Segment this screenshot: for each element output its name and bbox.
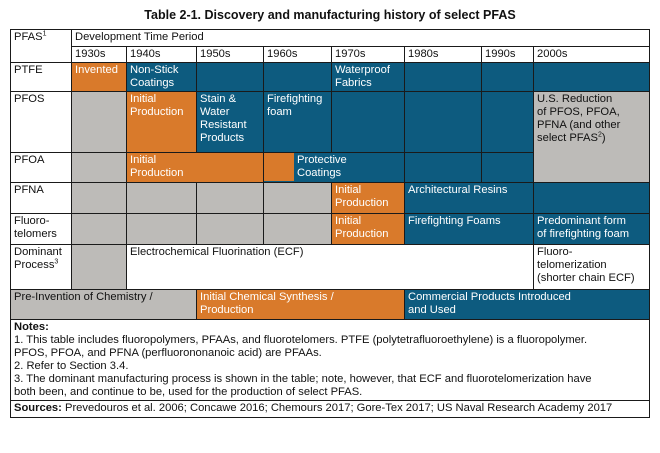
ptfe-1940s-nonstick: Non-Stick Coatings — [126, 62, 197, 92]
pfas-header-cell: PFAS1 — [10, 29, 72, 63]
ptfe-1970s-waterproof: Waterproof Fabrics — [331, 62, 405, 92]
pfos-1970s — [331, 91, 405, 153]
dominant-2000s-telomerization: Fluoro- telomerization (shorter chain EC… — [532, 244, 651, 290]
pfna-2000s — [532, 182, 651, 214]
decade-1940s: 1940s — [126, 46, 197, 63]
pfna-architectural: Architectural Resins — [404, 182, 534, 214]
us-reduction-suffix: ) — [601, 132, 606, 144]
decade-1950s: 1950s — [196, 46, 264, 63]
pfoa-1940s-initial: Initial Production — [126, 152, 264, 183]
pfos-1980s — [404, 91, 482, 153]
ptfe-1990s — [481, 62, 534, 92]
pfna-1930s — [71, 182, 127, 214]
sources-cell: Sources: Prevedouros et al. 2006; Concaw… — [9, 400, 651, 418]
pfas-header-label: PFAS — [14, 31, 43, 43]
pfos-1940s-initial: Initial Production — [126, 91, 197, 153]
sources-label: Sources: — [14, 402, 62, 414]
sources-text: Prevedouros et al. 2006; Concawe 2016; C… — [61, 402, 613, 414]
row-label-dominant: Dominant Process3 — [10, 244, 72, 290]
legend-initial-synthesis: Initial Chemical Synthesis / Production — [196, 289, 405, 320]
row-label-pfos: PFOS — [10, 91, 72, 153]
pfos-1950s-stain: Stain & Water Resistant Products — [196, 91, 264, 153]
ft-1930s — [71, 213, 127, 245]
ptfe-1950s — [196, 62, 264, 92]
decade-1990s: 1990s — [481, 46, 534, 63]
ft-1940s — [126, 213, 197, 245]
ft-1970s-initial: Initial Production — [331, 213, 405, 245]
row-label-fluorotelomers: Fluoro- telomers — [10, 213, 72, 245]
ft-1960s — [263, 213, 332, 245]
notes-heading: Notes: — [14, 321, 49, 333]
pfna-1970s-initial: Initial Production — [331, 182, 405, 214]
pfoa-protective: Protective Coatings — [263, 152, 405, 183]
pfoa-1980s — [404, 152, 482, 183]
pfoa-protective-label: Protective Coatings — [297, 154, 347, 179]
note-3: 3. The dominant manufacturing process is… — [14, 373, 592, 398]
row-label-ptfe: PTFE — [10, 62, 72, 92]
development-period-header: Development Time Period — [70, 29, 651, 47]
pfoa-1930s — [71, 152, 127, 183]
ft-1950s — [196, 213, 264, 245]
pfas-header-sup: 1 — [42, 30, 47, 38]
pfos-1990s — [481, 91, 534, 153]
decade-2000s: 2000s — [532, 46, 651, 63]
decade-1960s: 1960s — [263, 46, 332, 63]
legend-pre-invention: Pre-Invention of Chemistry / — [10, 289, 197, 320]
us-reduction-sup: 2 — [597, 131, 602, 139]
pfna-1940s — [126, 182, 197, 214]
us-reduction-cell: U.S. Reduction of PFOS, PFOA, PFNA (and … — [532, 91, 651, 183]
dominant-label-text: Dominant Process — [14, 246, 62, 271]
table-title: Table 2-1. Discovery and manufacturing h… — [144, 8, 516, 22]
ft-2000s-predominant: Predominant form of firefighting foam — [532, 213, 651, 245]
row-label-pfna: PFNA — [10, 182, 72, 214]
row-label-pfoa: PFOA — [10, 152, 72, 183]
decade-1970s: 1970s — [331, 46, 405, 63]
ptfe-2000s — [532, 62, 651, 92]
dominant-label-sup: 3 — [54, 258, 59, 266]
pfoa-1990s — [481, 152, 534, 183]
ptfe-1960s — [263, 62, 332, 92]
pfna-1960s — [263, 182, 332, 214]
legend-commercial: Commercial Products Introduced and Used — [403, 289, 651, 320]
pfna-1950s — [196, 182, 264, 214]
notes-cell: Notes: 1. This table includes fluoropoly… — [9, 319, 651, 401]
ptfe-1930s-invented: Invented — [71, 62, 127, 92]
decade-1980s: 1980s — [404, 46, 482, 63]
pfos-1930s — [71, 91, 127, 153]
dominant-1930s — [71, 244, 127, 290]
us-reduction-text: U.S. Reduction of PFOS, PFOA, PFNA (and … — [537, 93, 621, 144]
dominant-ecf: Electrochemical Fluorination (ECF) — [126, 244, 534, 290]
pfas-history-table: PFAS1 Development Time Period 1930s 1940… — [9, 29, 651, 418]
note-1: 1. This table includes fluoropolymers, P… — [14, 334, 588, 359]
pfos-1960s-firefighting: Firefighting foam — [263, 91, 332, 153]
decade-1930s: 1930s — [71, 46, 127, 63]
note-2: 2. Refer to Section 3.4. — [14, 360, 129, 372]
ft-firefighting-foams: Firefighting Foams — [404, 213, 534, 245]
ptfe-1980s — [404, 62, 482, 92]
